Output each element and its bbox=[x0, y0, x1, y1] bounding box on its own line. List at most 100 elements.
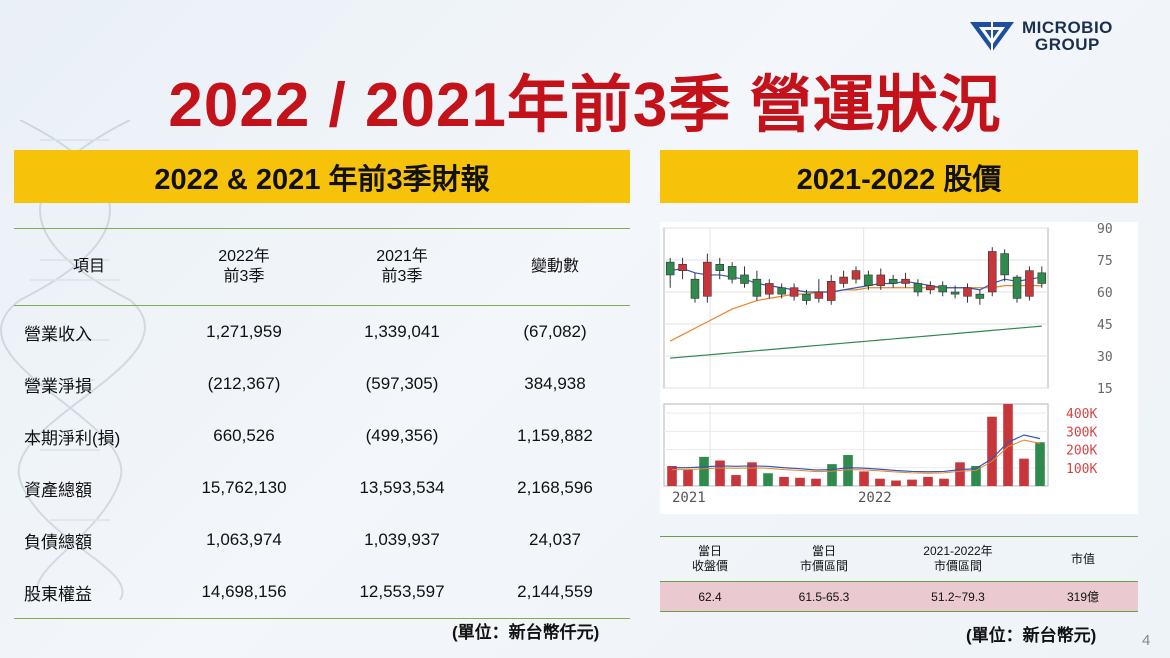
header-change: 變動數 bbox=[480, 228, 630, 306]
stock-chart: 90 75 60 45 30 15 400K 300K 200K 100K 2021 2022 bbox=[663, 222, 1113, 506]
header-item: 項目 bbox=[14, 228, 164, 306]
volume-bar bbox=[683, 469, 693, 486]
header-close-line2: 收盤價 bbox=[691, 559, 728, 573]
row-value-2022: 14,698,156 bbox=[164, 566, 324, 619]
market-cap-value: 319億 bbox=[1028, 581, 1138, 612]
row-label: 營業收入 bbox=[24, 324, 92, 344]
header-period-range-line1: 2021-2022年 bbox=[923, 544, 993, 558]
volume-bar bbox=[715, 460, 725, 486]
row-label: 本期淨利(損) bbox=[24, 428, 121, 448]
ma-long-line bbox=[670, 325, 1042, 359]
microbio-logo-icon bbox=[970, 22, 1014, 52]
candle-body bbox=[888, 278, 898, 284]
candle-body bbox=[789, 287, 799, 297]
stock-info-values: 62.4 61.5-65.3 51.2~79.3 319億 bbox=[660, 581, 1138, 612]
row-value-2021: 1,339,041 bbox=[364, 322, 440, 341]
row-value-2021: (499,356) bbox=[365, 426, 439, 445]
header-close-price: 當日 收盤價 bbox=[660, 536, 760, 582]
volume-tick-label: 200K bbox=[1066, 444, 1097, 459]
candle-body bbox=[938, 285, 947, 293]
candle-body bbox=[727, 266, 737, 280]
volume-bar bbox=[907, 479, 917, 486]
financial-unit-note: (單位：新台幣仟元) bbox=[452, 623, 600, 642]
price-tick-label: 30 bbox=[1097, 350, 1113, 365]
header-2022: 2022年 前3季 bbox=[164, 228, 324, 306]
volume-bar bbox=[891, 480, 901, 486]
candle-body bbox=[665, 261, 675, 276]
header-period-range: 2021-2022年 市價區間 bbox=[888, 536, 1028, 582]
candle-body bbox=[950, 291, 960, 295]
financial-table-header: 項目 2022年 前3季 2021年 前3季 變動數 bbox=[14, 228, 630, 306]
financial-report-banner: 2022 & 2021 年前3季財報 bbox=[14, 150, 630, 203]
header-2021-year: 2021年 bbox=[376, 248, 428, 265]
volume-bar bbox=[699, 456, 709, 486]
table-row: 營業收入 1,271,959 1,339,041 (67,082) bbox=[14, 306, 630, 359]
header-close-line1: 當日 bbox=[697, 544, 722, 558]
volume-bar bbox=[795, 477, 805, 486]
row-value-2021: 13,593,534 bbox=[359, 478, 445, 497]
candle-body bbox=[678, 263, 687, 271]
header-period-range-line2: 市價區間 bbox=[933, 559, 982, 573]
volume-bar bbox=[971, 465, 981, 486]
ma-mid-line bbox=[669, 284, 1042, 342]
volume-bar bbox=[827, 464, 837, 486]
candle-body bbox=[1000, 253, 1009, 276]
period-range-value: 51.2~79.3 bbox=[888, 581, 1028, 612]
volume-bar bbox=[1035, 442, 1045, 486]
table-row: 資產總額 15,762,130 13,593,534 2,168,596 bbox=[14, 462, 630, 514]
candle-body bbox=[765, 283, 774, 295]
row-value-2021: 12,553,597 bbox=[324, 566, 480, 619]
candle-body bbox=[752, 278, 762, 297]
price-tick-label: 15 bbox=[1097, 382, 1113, 397]
price-tick-label: 90 bbox=[1097, 222, 1113, 237]
row-value-change: 2,144,559 bbox=[480, 566, 630, 619]
table-row: 股東權益 14,698,156 12,553,597 2,144,559 bbox=[14, 566, 630, 619]
close-price-value: 62.4 bbox=[660, 581, 760, 612]
candle-body bbox=[690, 278, 700, 299]
company-logo: MICROBIO GROUP bbox=[968, 18, 1113, 54]
row-value-2022: 660,526 bbox=[213, 426, 275, 445]
volume-bar bbox=[987, 416, 997, 486]
candle-body bbox=[876, 274, 886, 286]
row-label: 營業淨損 bbox=[24, 376, 92, 396]
volume-bar bbox=[811, 478, 821, 486]
candle-body bbox=[963, 287, 972, 297]
header-day-range-line2: 市價區間 bbox=[799, 559, 848, 573]
candle-body bbox=[926, 285, 935, 291]
table-row: 本期淨利(損) 660,526 (499,356) 1,159,882 bbox=[14, 410, 630, 462]
candle-body bbox=[975, 293, 985, 299]
candle-body bbox=[839, 276, 848, 284]
page-title: 2022 / 2021年前3季 營運狀況 bbox=[168, 71, 1002, 140]
candle-body bbox=[901, 278, 910, 284]
candle-body bbox=[1037, 272, 1047, 284]
volume-ma2-line bbox=[672, 439, 1041, 474]
candle-body bbox=[864, 274, 873, 286]
candle-body bbox=[913, 283, 923, 293]
page-number: 4 bbox=[1142, 632, 1151, 649]
header-day-range-line1: 當日 bbox=[811, 544, 836, 558]
row-value-change: 2,168,596 bbox=[517, 478, 593, 497]
stock-price-banner: 2021-2022 股價 bbox=[660, 150, 1138, 203]
day-range-value: 61.5-65.3 bbox=[760, 581, 888, 612]
candle-body bbox=[814, 291, 824, 299]
volume-bar bbox=[939, 478, 949, 486]
volume-tick-label: 100K bbox=[1066, 462, 1097, 477]
row-value-2022: 1,063,974 bbox=[206, 530, 282, 549]
row-value-2021: (597,305) bbox=[365, 374, 439, 393]
logo-line-2: GROUP bbox=[1035, 35, 1100, 54]
stock-info-header: 當日 收盤價 當日 市價區間 2021-2022年 市價區間 市值 bbox=[660, 536, 1138, 582]
volume-bar bbox=[843, 455, 853, 486]
price-tick-label: 45 bbox=[1097, 318, 1113, 333]
header-day-range: 當日 市價區間 bbox=[760, 536, 888, 582]
volume-tick-label: 300K bbox=[1066, 425, 1097, 440]
volume-bar bbox=[667, 465, 677, 486]
candle-body bbox=[987, 251, 997, 293]
volume-bar bbox=[747, 462, 757, 486]
volume-plot-frame bbox=[663, 403, 1049, 487]
row-label: 資產總額 bbox=[24, 480, 92, 500]
price-plot-frame bbox=[663, 227, 1049, 389]
candle-body bbox=[777, 287, 786, 295]
volume-bar bbox=[859, 471, 869, 486]
volume-bar bbox=[1003, 404, 1013, 486]
table-row: 負債總額 1,063,974 1,039,937 24,037 bbox=[14, 514, 630, 566]
